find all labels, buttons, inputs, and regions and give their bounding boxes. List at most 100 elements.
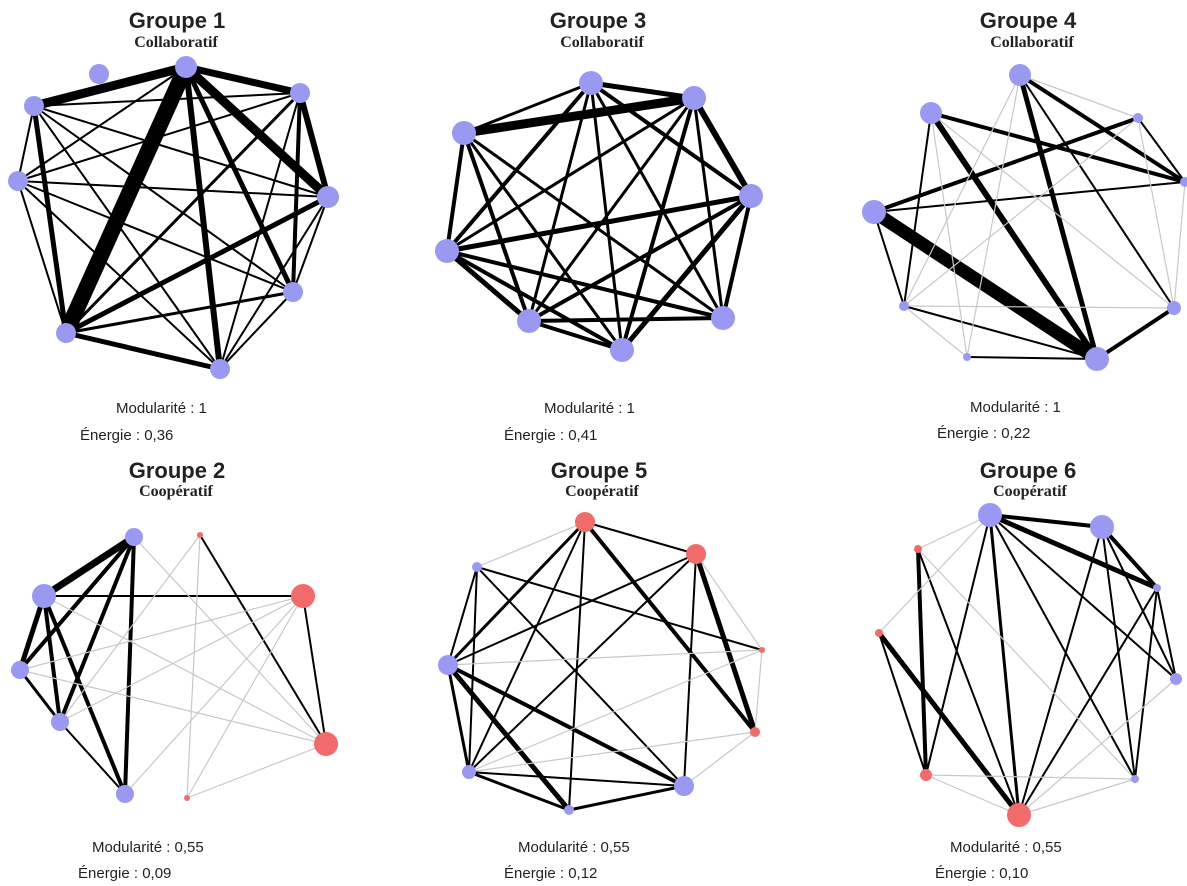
graph-edge: [528, 316, 724, 323]
graph-edge: [292, 196, 329, 293]
graph-edge: [873, 181, 1186, 213]
graph-edge: [446, 520, 587, 667]
graph-edge: [928, 111, 1100, 361]
group-panel-2: Groupe 2 Coopératif Modularité : 0,55 Én…: [0, 445, 380, 885]
graph-edge: [17, 180, 221, 370]
graph-edge: [32, 62, 188, 111]
graph-node: [1007, 803, 1031, 827]
graph-edge: [463, 93, 695, 138]
graph-edge: [463, 81, 592, 135]
graph-node: [1009, 64, 1031, 86]
graph-edge: [620, 194, 753, 352]
graph-node: [1153, 584, 1161, 592]
energy-label: Énergie : 0,12: [504, 865, 598, 882]
graph-node: [899, 301, 909, 311]
graph-node: [875, 629, 883, 637]
graph-edge: [446, 664, 471, 773]
graph-edge: [1017, 74, 1100, 360]
graph-node: [438, 655, 458, 675]
graph-edge: [462, 132, 624, 351]
graph-edge: [17, 105, 35, 182]
graph-edge: [33, 105, 294, 293]
energy-label: Énergie : 0,36: [80, 427, 174, 444]
modularity-label: Modularité : 1: [544, 400, 635, 417]
graph-node: [317, 186, 339, 208]
graph-node: [575, 512, 595, 532]
graph-edge: [683, 553, 697, 787]
graph-node: [1167, 301, 1181, 315]
graph-edge: [42, 534, 136, 599]
energy-label: Énergie : 0,22: [937, 425, 1031, 442]
graph-node: [116, 785, 134, 803]
graph-node: [610, 338, 634, 362]
graph-edge: [182, 63, 332, 201]
energy-label: Énergie : 0,09: [78, 865, 172, 882]
graph-node: [472, 562, 482, 572]
graph-edge: [683, 731, 756, 787]
graph-edge: [476, 566, 763, 651]
group-title: Groupe 1: [128, 8, 226, 33]
graph-edge: [183, 66, 223, 370]
graph-edge: [1018, 678, 1177, 816]
graph-node: [283, 282, 303, 302]
graph-edge: [1018, 778, 1136, 816]
graph-edge: [33, 92, 301, 107]
graph-edge: [925, 774, 1136, 780]
energy-label: Énergie : 0,41: [504, 427, 598, 444]
graph-node: [32, 584, 56, 608]
graph-edge: [916, 548, 928, 776]
modularity-label: Modularité : 0,55: [518, 839, 630, 856]
graph-edge: [468, 649, 763, 773]
graph-edge: [186, 595, 304, 799]
graph-edge: [966, 356, 1098, 360]
graph-edge: [584, 521, 697, 555]
graph-node: [1131, 775, 1139, 783]
graph-edge: [302, 595, 327, 745]
graph-node: [920, 769, 932, 781]
graph-edge: [903, 305, 1175, 309]
graph-edge: [590, 80, 695, 101]
network-graph: [875, 503, 1182, 827]
graph-edge: [589, 81, 753, 198]
graph-node: [1133, 113, 1143, 123]
graph-node: [51, 713, 69, 731]
graph-edge: [17, 180, 329, 198]
graph-edge: [17, 180, 67, 334]
graph-node: [11, 661, 29, 679]
graph-edge: [18, 536, 136, 671]
graph-edge: [528, 319, 623, 352]
graph-edge: [925, 774, 1020, 816]
graph-edge: [693, 553, 758, 733]
graph-edge: [297, 92, 331, 198]
graph-node: [125, 528, 143, 546]
graph-edge: [691, 96, 754, 198]
graph-edge: [917, 548, 1136, 780]
group-title: Groupe 5: [550, 458, 648, 483]
network-graph: [438, 512, 765, 815]
graph-edge: [989, 514, 1177, 680]
graph-edge: [568, 521, 586, 811]
graph-edge: [33, 105, 329, 198]
graph-node: [314, 732, 338, 756]
graph-edge: [19, 669, 327, 745]
graph-edge: [58, 63, 194, 337]
graph-edge: [186, 534, 201, 799]
graph-node: [452, 121, 476, 145]
graph-edge: [219, 92, 301, 370]
graph-edge: [199, 534, 327, 745]
graph-node: [197, 532, 203, 538]
graph-edge: [59, 721, 126, 795]
group-panel-1: Groupe 1 Collaboratif Modularité : 1 Éne…: [0, 0, 380, 444]
graph-edge: [1018, 73, 1187, 184]
graph-edge: [468, 553, 697, 773]
graph-edge: [930, 112, 1175, 309]
graph-edge: [568, 784, 685, 812]
graph-edge: [1019, 74, 1139, 119]
graph-edge: [925, 514, 991, 776]
graph-node: [24, 96, 44, 116]
graph-edge: [447, 566, 478, 666]
graph-edge: [721, 195, 753, 319]
graph-edge: [1137, 117, 1175, 309]
graph-edge: [930, 112, 968, 358]
graph-edge: [65, 330, 221, 372]
